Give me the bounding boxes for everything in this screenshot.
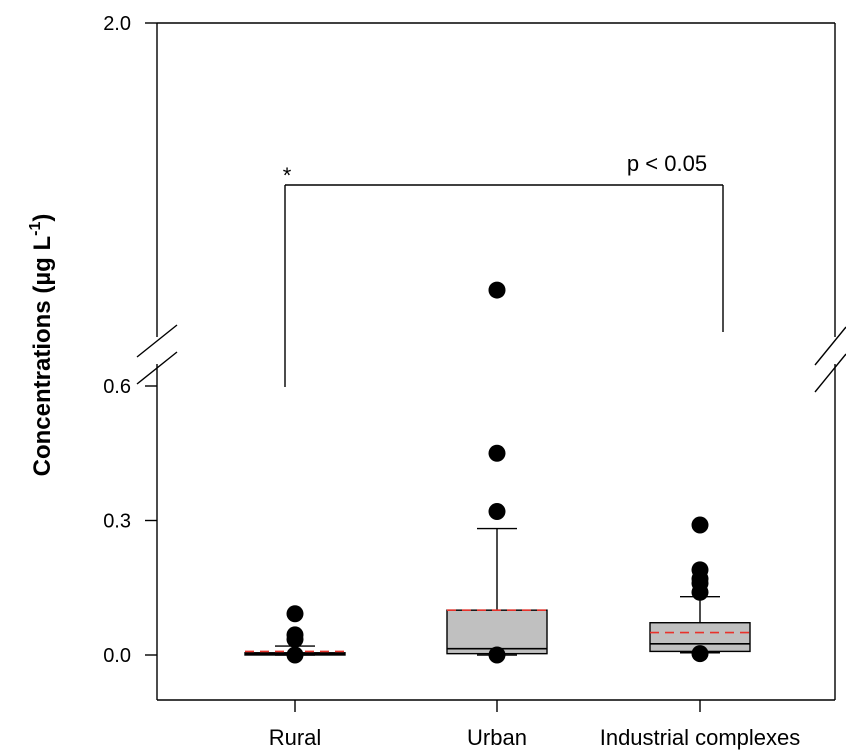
y-tick-label: 0.6 [103,376,131,398]
y-axis-label-main: Concentrations (µg L [29,236,56,477]
y-tick-label: 0.0 [103,645,131,667]
x-tick-label: Industrial complexes [600,725,801,750]
outlier-point [286,605,304,623]
y-ticks: 2.0 0.6 0.3 0.0 [103,13,157,667]
significance-star: * [283,163,292,188]
outlier-point [488,503,506,521]
outlier-point [286,646,304,664]
left-break-mark-1 [136,324,178,358]
outlier-point [488,646,506,664]
x-tick-label: Urban [467,725,527,750]
right-break-mark-2 [814,353,846,393]
box-group [244,605,346,664]
axis-break-marks [136,324,846,393]
box-group [649,516,751,663]
plot-frame [156,22,836,701]
outlier-point [691,516,709,534]
y-axis-label-sup: -1 [27,222,44,236]
y-tick-label: 0.3 [103,511,131,533]
box-series [244,281,751,664]
outlier-point [691,583,709,601]
outlier-point [488,444,506,462]
x-ticks: Rural Urban Industrial complexes [269,700,801,750]
significance-bracket [284,184,724,387]
y-axis-label-close: ) [29,214,56,222]
x-tick-label: Rural [269,725,322,750]
y-axis-label: Concentrations (µg L-1) [27,214,56,477]
right-break-mark-1 [814,326,846,366]
outlier-point [691,645,709,663]
outlier-point [488,281,506,299]
outlier-point [286,630,304,648]
significance-label: p < 0.05 [627,151,707,176]
box-iqr [649,622,751,653]
y-tick-label: 2.0 [103,13,131,35]
left-break-mark-2 [136,351,178,385]
box-group [446,281,548,664]
